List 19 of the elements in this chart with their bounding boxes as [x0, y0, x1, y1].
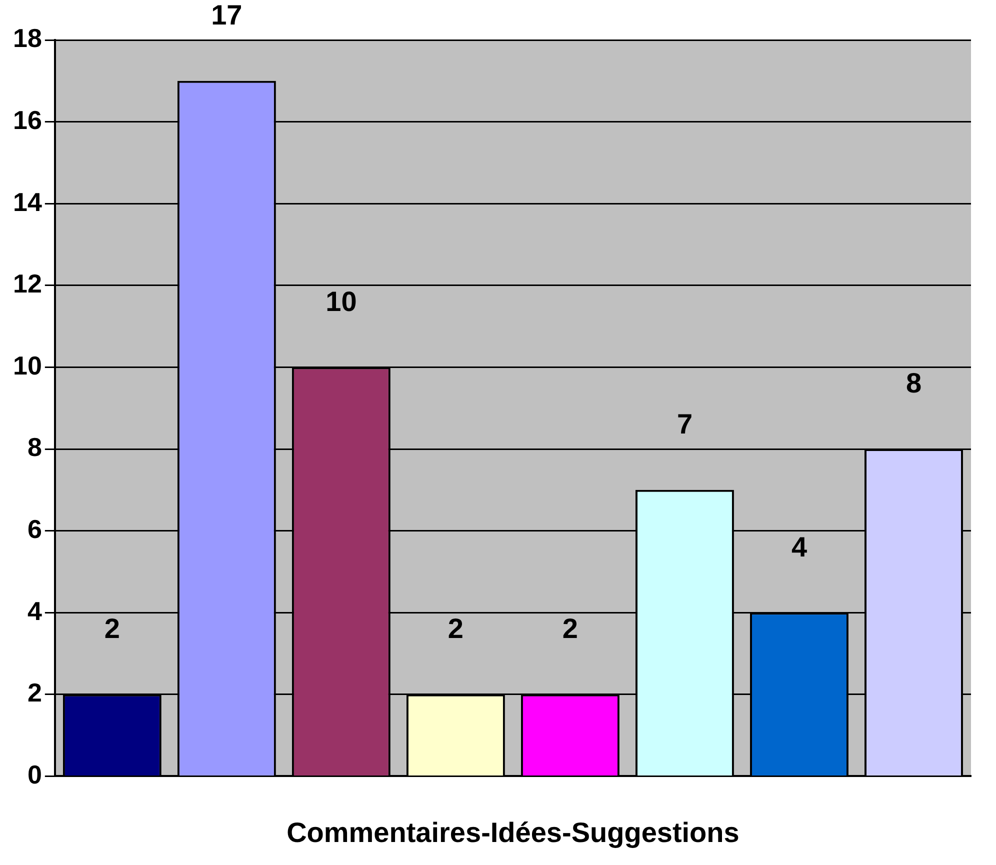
y-tick-label: 0 — [27, 759, 42, 790]
y-tick-label: 16 — [13, 104, 42, 135]
y-tick-label: 8 — [27, 432, 42, 462]
y-tick-label: 12 — [13, 268, 42, 299]
data-label: 4 — [791, 531, 808, 562]
y-tick-label: 14 — [13, 186, 42, 217]
y-tick-label: 2 — [27, 678, 42, 708]
y-tick-label: 18 — [13, 23, 42, 54]
data-label: 10 — [326, 286, 357, 317]
data-label: 2 — [562, 613, 578, 644]
y-tick-label: 6 — [27, 514, 42, 544]
data-label: 2 — [104, 613, 120, 644]
x-axis-title: Commentaires-Idées-Suggestions — [286, 816, 740, 848]
y-tick-label: 4 — [27, 596, 42, 626]
data-label: 2 — [448, 613, 464, 644]
data-label: 8 — [906, 368, 922, 399]
data-label: 17 — [211, 0, 242, 31]
data-label: 7 — [676, 408, 693, 440]
y-tick-label: 10 — [13, 350, 42, 380]
